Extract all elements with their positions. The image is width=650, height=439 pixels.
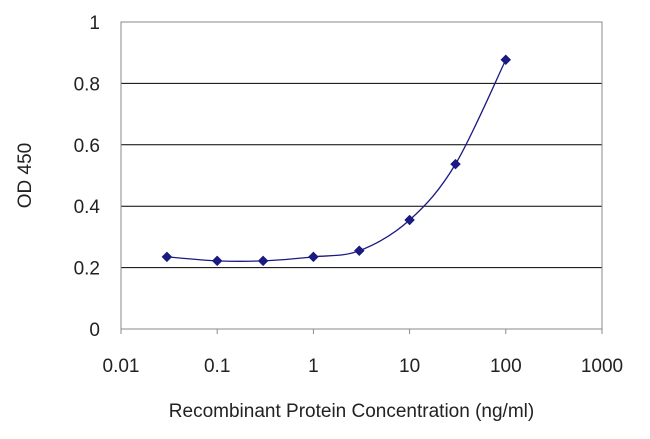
- data-point-5: [404, 214, 415, 226]
- data-point-0: [161, 251, 173, 263]
- series-layer: [161, 54, 512, 267]
- y-tick-label-3: 0.6: [74, 136, 100, 157]
- data-point-3: [308, 251, 319, 263]
- x-tick-label-2: 1: [308, 356, 319, 377]
- y-tick-label-2: 0.4: [74, 197, 101, 218]
- x-tick-label-5: 1000: [581, 356, 623, 377]
- x-tick-label-3: 10: [399, 356, 420, 377]
- x-axis-ticks: 0.01 0.1 1 10 100 1000: [103, 329, 623, 377]
- x-tick-label-1: 0.1: [204, 356, 230, 377]
- y-axis-title: OD 450: [15, 143, 36, 208]
- y-tick-label-5: 1: [89, 13, 100, 34]
- data-point-1: [211, 255, 223, 267]
- y-tick-label-0: 0: [89, 320, 100, 341]
- x-tick-label-4: 100: [490, 356, 522, 377]
- grid-layer: [121, 82, 602, 269]
- y-tick-label-1: 0.2: [74, 259, 100, 280]
- data-point-2: [257, 255, 269, 267]
- x-tick-label-0: 0.01: [103, 356, 140, 377]
- plot-area-frame: [120, 21, 603, 330]
- y-axis-ticks: 0 0.2 0.4 0.6 0.8 1: [74, 13, 101, 341]
- data-point-6: [450, 158, 461, 170]
- y-tick-label-4: 0.8: [74, 74, 100, 95]
- x-axis-title: Recombinant Protein Concentration (ng/ml…: [169, 401, 534, 422]
- data-point-4: [353, 245, 365, 257]
- data-point-7: [500, 54, 512, 66]
